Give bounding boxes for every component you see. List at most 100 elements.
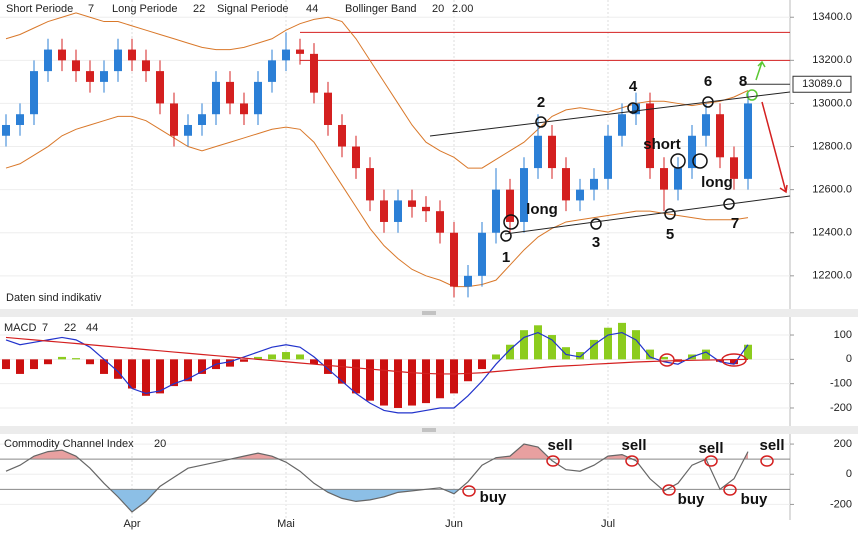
annotation: long (701, 174, 733, 191)
annotation: 7 (731, 215, 739, 232)
histogram-bar (170, 359, 178, 387)
histogram-bar (618, 322, 626, 360)
candle-body (422, 206, 430, 212)
histogram-bar (310, 359, 318, 365)
candle-body (156, 71, 164, 104)
x-tick-label: Jul (601, 518, 615, 530)
histogram-bar (2, 359, 10, 370)
histogram-bar (422, 359, 430, 404)
y-tick-label: 13200.0 (812, 54, 852, 66)
candle-body (590, 178, 598, 190)
marker-circle (503, 214, 519, 230)
candle-body (72, 60, 80, 72)
header-value: 20 (432, 3, 444, 15)
marker-ellipse (723, 484, 737, 496)
histogram-bar (702, 349, 710, 360)
candle-body (366, 168, 374, 201)
histogram-bar (30, 359, 38, 370)
histogram-bar (548, 335, 556, 360)
marker-ellipse (704, 455, 718, 467)
histogram-bar (282, 352, 290, 360)
histogram-bar (128, 359, 136, 389)
histogram-bar (338, 359, 346, 384)
annotation: 8 (739, 73, 747, 90)
candle-body (394, 200, 402, 222)
marker-ellipse (662, 484, 676, 496)
histogram-bar (730, 359, 738, 365)
candle-body (408, 200, 416, 207)
y-tick-label: 12600.0 (812, 184, 852, 196)
histogram-bar (716, 359, 724, 362)
histogram-bar (352, 359, 360, 394)
histogram-bar (380, 359, 388, 406)
histogram-bar (240, 359, 248, 362)
candle-body (170, 103, 178, 136)
header-value: 44 (306, 3, 318, 15)
histogram-bar (408, 359, 416, 406)
y-tick-label: 100 (834, 329, 852, 341)
panel-param: 20 (154, 438, 166, 450)
candle-body (30, 71, 38, 115)
candle-body (380, 200, 388, 222)
marker-ellipse (760, 455, 774, 467)
candle-body (2, 124, 10, 136)
candle-body (226, 81, 234, 104)
candle-body (254, 81, 262, 115)
signal-label: sell (621, 437, 646, 454)
candle-body (548, 135, 556, 169)
candle-body (86, 71, 94, 82)
bollinger-band (5, 115, 749, 288)
header-label: Signal Periode (217, 3, 289, 15)
histogram-bar (576, 352, 584, 360)
x-tick-label: Apr (123, 518, 140, 530)
candle-body (324, 92, 332, 125)
signal-label: buy (678, 491, 705, 508)
y-tick-label: 13000.0 (812, 97, 852, 109)
histogram-bar (464, 359, 472, 382)
y-tick-label: -200 (830, 498, 852, 510)
candle-body (464, 275, 472, 287)
candle-body (506, 189, 514, 222)
marker-circle (723, 198, 735, 210)
histogram-bar (604, 327, 612, 360)
histogram-bar (268, 354, 276, 360)
candle-body (240, 103, 248, 115)
candle-body (688, 135, 696, 169)
histogram-bar (660, 356, 668, 360)
annotation: 1 (502, 249, 510, 266)
marker-circle (500, 230, 512, 242)
candle-body (702, 114, 710, 136)
histogram-bar (226, 359, 234, 367)
marker-circle (670, 153, 686, 169)
candle-body (268, 60, 276, 82)
candle-body (716, 114, 724, 158)
candle-body (142, 60, 150, 72)
histogram-bar (394, 359, 402, 408)
candle-body (618, 114, 626, 136)
y-tick-label: -200 (830, 402, 852, 414)
header-label: Long Periode (112, 3, 177, 15)
cci-line (5, 443, 749, 513)
candle-body (744, 103, 752, 179)
candle-body (562, 168, 570, 201)
candle-body (478, 232, 486, 276)
y-tick-label: 12200.0 (812, 270, 852, 282)
panel-divider (0, 309, 858, 317)
histogram-bar (142, 359, 150, 396)
candle-body (674, 168, 682, 190)
marker-circle (692, 153, 708, 169)
panel-title: MACD (4, 322, 36, 334)
marker-ellipse (659, 353, 675, 367)
candle-body (296, 49, 304, 54)
header-label: Bollinger Band (345, 3, 417, 15)
histogram-bar (478, 359, 486, 370)
candle-body (128, 49, 136, 61)
histogram-bar (254, 356, 262, 360)
header-value: 22 (193, 3, 205, 15)
histogram-bar (366, 359, 374, 401)
header-value: 7 (88, 3, 94, 15)
marker-circle (590, 218, 602, 230)
marker-ellipse (462, 485, 476, 497)
